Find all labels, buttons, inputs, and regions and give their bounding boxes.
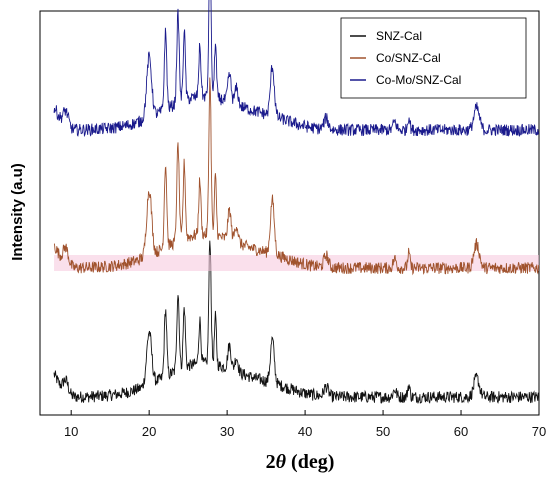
series-layer bbox=[53, 0, 540, 404]
legend-label-co-snz-cal: Co/SNZ-Cal bbox=[376, 51, 441, 65]
x-tick-label-20: 20 bbox=[142, 424, 156, 439]
series-line-co-snz-cal bbox=[53, 77, 540, 276]
x-tick-label-40: 40 bbox=[298, 424, 312, 439]
x-axis-title-unit: (deg) bbox=[286, 451, 334, 473]
legend: SNZ-Cal Co/SNZ-Cal Co-Mo/SNZ-Cal bbox=[340, 17, 527, 99]
x-axis-title-main: 2 bbox=[266, 451, 276, 473]
x-tick-label-30: 30 bbox=[220, 424, 234, 439]
legend-label-co-mo-snz-cal: Co-Mo/SNZ-Cal bbox=[376, 73, 461, 87]
x-tick-label-10: 10 bbox=[64, 424, 78, 439]
legend-box bbox=[340, 17, 527, 99]
y-axis-title: Intensity (a.u) bbox=[9, 163, 26, 261]
series-line-snz-cal bbox=[53, 240, 540, 404]
x-tick-label-70: 70 bbox=[532, 424, 546, 439]
series-line-co-mo-snz-cal bbox=[53, 0, 540, 138]
x-ticks: 10 20 30 40 50 60 70 bbox=[64, 410, 546, 439]
x-tick-label-60: 60 bbox=[454, 424, 468, 439]
plot-frame bbox=[39, 10, 540, 416]
x-tick-label-50: 50 bbox=[376, 424, 390, 439]
x-axis-title: 2θ (deg) bbox=[266, 451, 335, 473]
legend-label-snz-cal: SNZ-Cal bbox=[376, 29, 422, 43]
x-axis-title-theta: θ bbox=[276, 451, 287, 473]
